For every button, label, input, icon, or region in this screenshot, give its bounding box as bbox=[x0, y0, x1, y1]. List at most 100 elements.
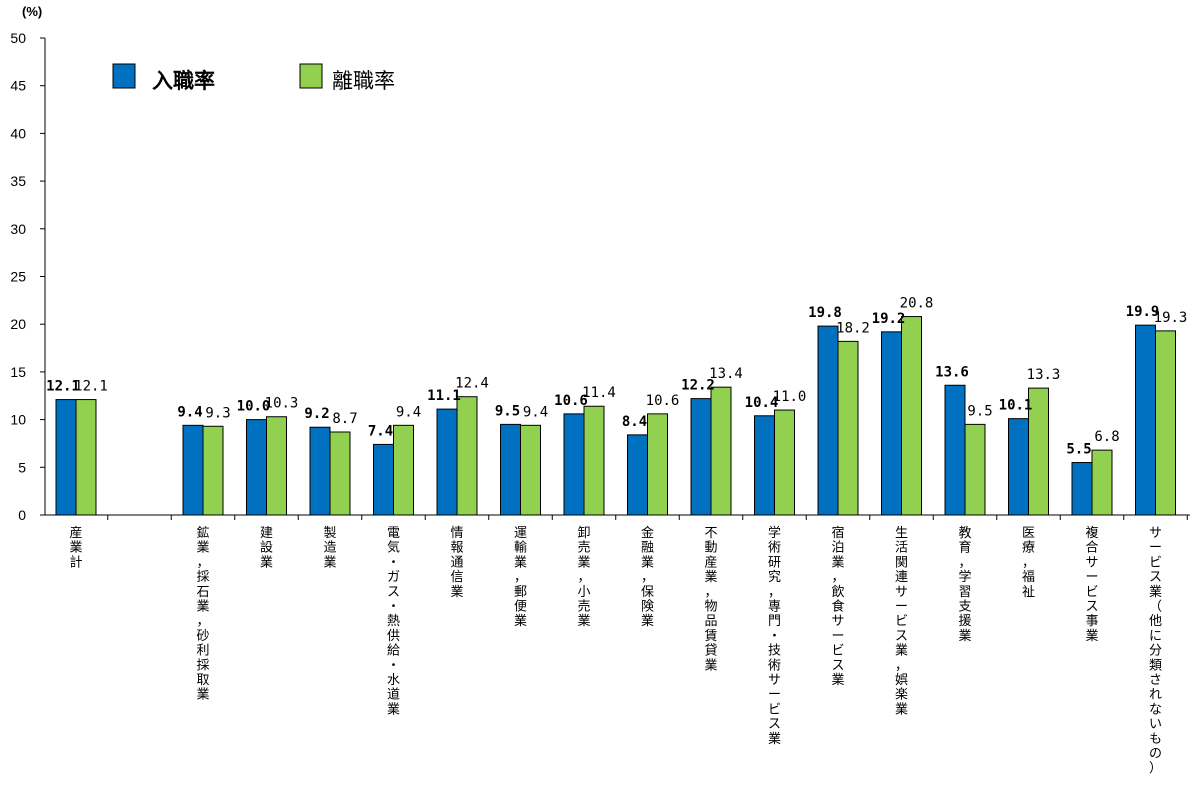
bar-entry-rate bbox=[754, 415, 775, 516]
value-label-separation-rate: 19.3 bbox=[1154, 310, 1188, 326]
value-label-separation-rate: 20.8 bbox=[900, 296, 934, 312]
value-label-separation-rate: 18.2 bbox=[836, 320, 870, 336]
category-label: 生活関連サービス業，娯楽業 bbox=[895, 526, 908, 717]
bar-separation-rate bbox=[774, 409, 795, 516]
value-label-separation-rate: 9.4 bbox=[396, 404, 421, 420]
category-labels: 産業計 鉱業，採石業，砂利採取業 建設業 製造業 電気・ガス・熱供給・水道業 情報通信業 運… bbox=[69, 525, 1162, 776]
bar-separation-rate bbox=[837, 340, 859, 516]
y-tick-label: 15 bbox=[10, 364, 26, 380]
bar-entry-rate bbox=[944, 384, 966, 516]
value-label-separation-rate: 12.1 bbox=[74, 379, 108, 395]
bar-separation-rate bbox=[647, 413, 668, 516]
y-axis-unit-label: (%) bbox=[22, 4, 42, 19]
value-label-entry-rate: 10.0 bbox=[237, 399, 271, 415]
value-label-separation-rate: 9.4 bbox=[523, 404, 548, 420]
bar-entry-rate bbox=[881, 331, 902, 516]
value-label-separation-rate: 8.7 bbox=[332, 411, 357, 427]
category-label: 製造業 bbox=[323, 526, 336, 570]
value-label-entry-rate: 7.4 bbox=[368, 423, 393, 439]
bar-entry-rate bbox=[817, 325, 839, 516]
category-label: 運輸業，郵便業 bbox=[514, 526, 527, 629]
value-label-entry-rate: 19.2 bbox=[872, 311, 906, 327]
value-label-separation-rate: 9.5 bbox=[967, 403, 992, 419]
value-label-entry-rate: 9.5 bbox=[495, 403, 520, 419]
value-label-separation-rate: 13.4 bbox=[709, 366, 743, 382]
bar-separation-rate bbox=[329, 431, 351, 516]
value-label-separation-rate: 13.3 bbox=[1027, 367, 1061, 383]
category-label: 宿泊業，飲食サービス業 bbox=[831, 525, 844, 688]
category-label: 不動産業，物品賃貸業 bbox=[704, 526, 717, 673]
value-label-entry-rate: 10.6 bbox=[554, 393, 588, 409]
bar-separation-rate bbox=[456, 396, 478, 516]
bars bbox=[55, 316, 1176, 516]
value-label-entry-rate: 12.1 bbox=[46, 379, 80, 395]
bar-entry-rate bbox=[1008, 418, 1029, 516]
bar-entry-rate bbox=[373, 443, 394, 516]
legend-swatch-separation-rate bbox=[299, 63, 323, 89]
y-tick-label: 45 bbox=[10, 78, 26, 94]
bar-separation-rate bbox=[1155, 330, 1176, 516]
y-tick-label: 5 bbox=[18, 459, 26, 475]
value-label-separation-rate: 10.3 bbox=[265, 396, 299, 412]
bar-separation-rate bbox=[583, 405, 605, 516]
y-tick-label: 30 bbox=[10, 221, 26, 237]
category-label: サービス業（他に分類されないもの） bbox=[1149, 526, 1162, 776]
value-label-entry-rate: 13.6 bbox=[935, 364, 969, 380]
value-label-separation-rate: 12.4 bbox=[455, 376, 489, 392]
bar-separation-rate bbox=[964, 423, 986, 516]
bar-entry-rate bbox=[55, 399, 77, 516]
category-label: 鉱業，採石業，砂利採取業 bbox=[196, 525, 209, 703]
category-label: 複合サービス事業 bbox=[1085, 525, 1098, 644]
bar-entry-rate bbox=[563, 413, 585, 516]
y-tick-label: 40 bbox=[10, 125, 26, 141]
category-label: 学術研究，専門・技術サービス業 bbox=[768, 525, 781, 747]
value-label-entry-rate: 9.2 bbox=[304, 406, 329, 422]
y-tick-label: 25 bbox=[10, 269, 26, 285]
y-axis-ticks: 0 5 10 15 20 25 30 35 40 45 50 bbox=[10, 30, 45, 523]
bar-entry-rate bbox=[627, 434, 648, 516]
bar-entry-rate bbox=[1071, 462, 1093, 516]
value-label-entry-rate: 12.2 bbox=[681, 378, 715, 394]
bar-separation-rate bbox=[393, 424, 414, 516]
value-label-entry-rate: 9.4 bbox=[177, 404, 202, 420]
value-label-entry-rate: 10.4 bbox=[745, 395, 779, 411]
y-tick-label: 0 bbox=[18, 507, 26, 523]
bar-separation-rate bbox=[75, 399, 97, 516]
legend: 入職率 離職率 bbox=[112, 63, 395, 93]
value-label-entry-rate: 19.9 bbox=[1126, 304, 1160, 320]
y-tick-label: 10 bbox=[10, 412, 26, 428]
value-label-separation-rate: 11.0 bbox=[773, 389, 807, 405]
bar-separation-rate bbox=[710, 386, 732, 516]
value-label-separation-rate: 10.6 bbox=[646, 393, 680, 409]
category-label: 産業計 bbox=[69, 525, 82, 570]
bar-entry-rate bbox=[182, 424, 204, 516]
value-label-entry-rate: 5.5 bbox=[1066, 442, 1091, 458]
bar-separation-rate bbox=[1091, 449, 1113, 516]
bar-separation-rate bbox=[1028, 387, 1049, 516]
legend-label-separation-rate: 離職率 bbox=[332, 69, 395, 93]
category-label: 医療，福祉 bbox=[1022, 526, 1035, 600]
value-label-entry-rate: 10.1 bbox=[999, 398, 1033, 414]
value-label-separation-rate: 6.8 bbox=[1094, 429, 1119, 445]
bar-entry-rate bbox=[436, 408, 458, 516]
y-tick-label: 20 bbox=[10, 316, 26, 332]
bar-separation-rate bbox=[266, 416, 287, 516]
category-label: 建設業 bbox=[260, 526, 273, 570]
value-labels: 12.112.19.4 9.3 10.010.39.2 8.77.49.411.112… bbox=[46, 296, 1187, 458]
bar-separation-rate bbox=[901, 316, 922, 516]
bar-entry-rate bbox=[309, 426, 331, 516]
bar-entry-rate bbox=[246, 419, 267, 516]
bar-entry-rate bbox=[1135, 324, 1156, 516]
y-tick-label: 35 bbox=[10, 173, 26, 189]
value-label-separation-rate: 9.3 bbox=[205, 405, 230, 421]
category-label: 電気・ガス・熱供給・水道業 bbox=[387, 526, 400, 717]
bar-entry-rate bbox=[500, 423, 521, 516]
category-label: 情報通信業 bbox=[450, 526, 463, 600]
category-label: 金融業，保険業 bbox=[641, 525, 654, 629]
legend-swatch-entry-rate bbox=[112, 63, 136, 89]
legend-label-entry-rate: 入職率 bbox=[152, 69, 215, 93]
value-label-separation-rate: 11.4 bbox=[582, 385, 616, 401]
bar-separation-rate bbox=[202, 425, 224, 516]
category-label: 卸売業，小売業 bbox=[577, 525, 590, 629]
